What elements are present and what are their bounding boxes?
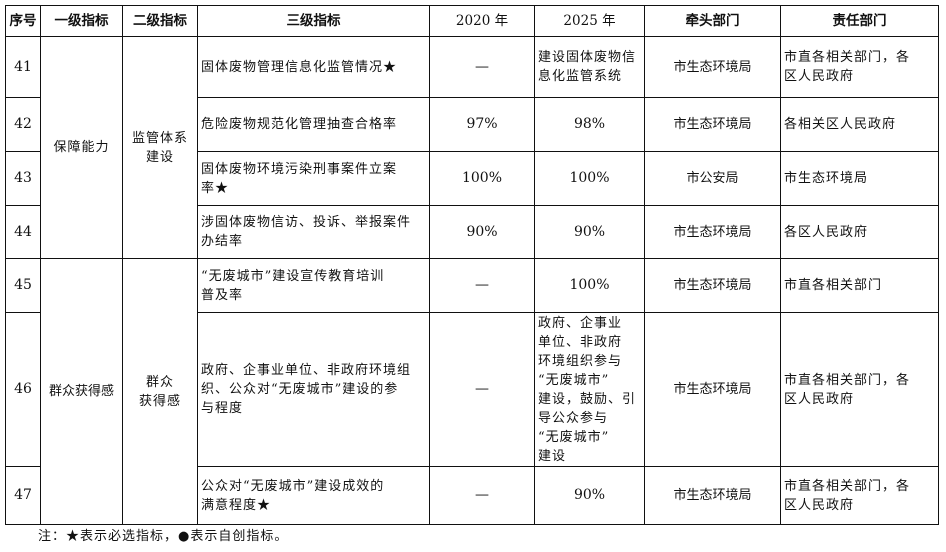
row-number: 41 [5, 36, 41, 98]
row-number: 47 [5, 466, 41, 525]
header-level3: 三级指标 [197, 5, 430, 37]
value-2020: — [429, 36, 535, 98]
header-level1: 一级指标 [40, 5, 123, 37]
row-number: 46 [5, 312, 41, 467]
value-2025: 90% [534, 205, 645, 259]
level3-indicator: 涉固体废物信访、投诉、举报案件 办结率 [197, 205, 430, 259]
header-lead: 牵头部门 [644, 5, 781, 37]
row-number: 44 [5, 205, 41, 259]
level3-indicator: 固体废物管理信息化监管情况★ [197, 36, 430, 98]
value-2020: 100% [429, 151, 535, 206]
level3-indicator: 政府、企事业单位、非政府环境组 织、公众对“无废城市”建设的参 与程度 [197, 312, 430, 467]
indicator-table: 序号 一级指标 二级指标 三级指标 2020 年 2025 年 牵头部门 责任部… [5, 5, 939, 525]
responsible-department: 市生态环境局 [780, 151, 939, 206]
value-2025: 建设固体废物信 息化监管系统 [534, 36, 645, 98]
level3-indicator: 公众对“无废城市”建设成效的 满意程度★ [197, 466, 430, 525]
table-row: 46 政府、企事业单位、非政府环境组 织、公众对“无废城市”建设的参 与程度 — 政府… [5, 312, 939, 467]
responsible-department: 市直各相关部门，各 区人民政府 [780, 466, 939, 525]
value-2025: 100% [534, 151, 645, 206]
value-2020: — [429, 258, 535, 313]
level3-indicator: 固体废物环境污染刑事案件立案 率★ [197, 151, 430, 206]
level1-indicator: 保障能力 [40, 36, 123, 259]
level2-indicator: 群众 获得感 [122, 258, 198, 525]
table-row: 47 公众对“无废城市”建设成效的 满意程度★ —90% 市生态环境局 市直各相关部门，… [5, 466, 939, 525]
level2-indicator: 监管体系 建设 [122, 36, 198, 259]
level3-indicator: 危险废物规范化管理抽查合格率 [197, 97, 430, 152]
lead-department: 市生态环境局 [644, 97, 781, 152]
table-row: 45 群众获得感 群众 获得感 “无废城市”建设宣传教育培训 普及率 —100% 市生态环… [5, 258, 939, 525]
lead-department: 市生态环境局 [644, 466, 781, 525]
header-row: 序号 一级指标 二级指标 三级指标 2020 年 2025 年 牵头部门 责任部… [5, 5, 939, 37]
lead-department: 市生态环境局 [644, 205, 781, 259]
value-2025: 90% [534, 466, 645, 525]
table-row: 41 保障能力 监管体系 建设 固体废物管理信息化监管情况★ — 建设固体废物信 息化监管… [5, 36, 939, 259]
lead-department: 市生态环境局 [644, 312, 781, 467]
value-2020: 97% [429, 97, 535, 152]
header-2020: 2020 年 [429, 5, 535, 37]
header-no: 序号 [5, 5, 41, 37]
lead-department: 市公安局 [644, 151, 781, 206]
responsible-department: 市直各相关部门 [780, 258, 939, 313]
table-row: 43 固体废物环境污染刑事案件立案 率★ 100% 100% 市公安局 市生态环境局 [5, 151, 939, 206]
value-2025: 98% [534, 97, 645, 152]
value-2020: — [429, 466, 535, 525]
header-2025: 2025 年 [534, 5, 645, 37]
row-number: 43 [5, 151, 41, 206]
table-row: 44 涉固体废物信访、投诉、举报案件 办结率 90% 90% 市生态环境局 各区人民政府 [5, 205, 939, 259]
header-level2: 二级指标 [122, 5, 198, 37]
table-note: 注：★表示必选指标，●表示自创指标。 [38, 529, 289, 544]
table-row: 42 危险废物规范化管理抽查合格率 97% 98% 市生态环境局 各相关区人民政府 [5, 97, 939, 152]
row-number: 42 [5, 97, 41, 152]
responsible-department: 市直各相关部门，各 区人民政府 [780, 36, 939, 98]
lead-department: 市生态环境局 [644, 258, 781, 313]
value-2025: 100% [534, 258, 645, 313]
level1-indicator: 群众获得感 [40, 258, 123, 525]
value-2025: 政府、企事业 单位、非政府 环境组织参与 “无废城市” 建设，鼓励、引 导公众参… [534, 312, 645, 467]
responsible-department: 市直各相关部门，各 区人民政府 [780, 312, 939, 467]
row-number: 45 [5, 258, 41, 313]
level3-indicator: “无废城市”建设宣传教育培训 普及率 [197, 258, 430, 313]
value-2020: — [429, 312, 535, 467]
responsible-department: 各区人民政府 [780, 205, 939, 259]
lead-department: 市生态环境局 [644, 36, 781, 98]
header-resp: 责任部门 [780, 5, 939, 37]
responsible-department: 各相关区人民政府 [780, 97, 939, 152]
value-2020: 90% [429, 205, 535, 259]
